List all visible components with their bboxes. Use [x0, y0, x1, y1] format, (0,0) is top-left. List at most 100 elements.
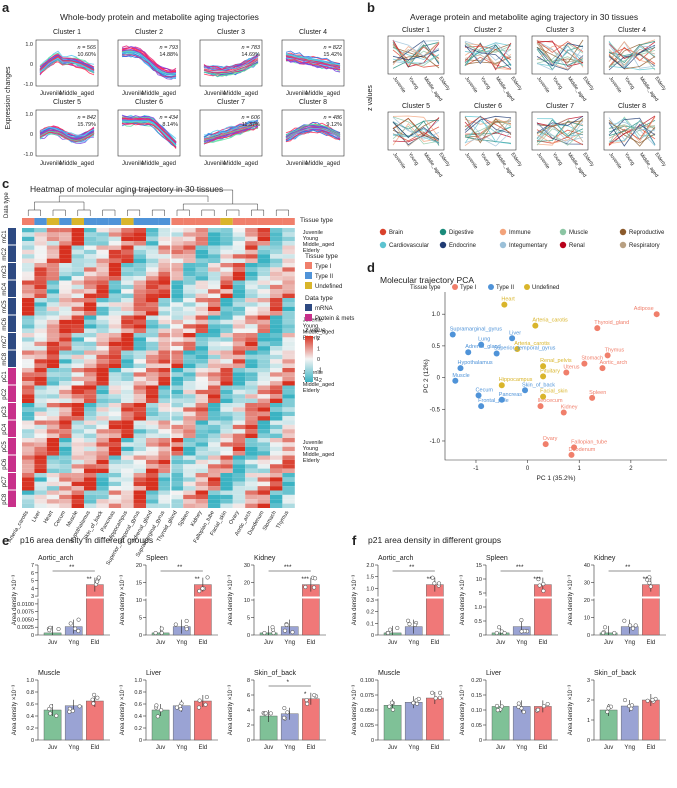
panel-c-heat-cell [245, 455, 258, 460]
panel-f-chart-5-xtick: Juv [496, 745, 505, 751]
panel-a-xtick: Juvenile [286, 161, 309, 167]
panel-f-chart-1-title: Aortic_arch [378, 555, 414, 562]
panel-c-heat-cell [158, 490, 171, 495]
panel-e-chart-5-ytick: 0 [139, 738, 142, 744]
panel-c-heat-cell [170, 464, 184, 469]
panel-c-heat-cell [245, 420, 258, 425]
panel-c-heat-cell [282, 376, 295, 382]
panel-c-heat-cell [34, 350, 47, 355]
panel-c-heat-cell [158, 241, 171, 246]
panel-c-row-label: mC4 [2, 282, 8, 295]
panel-e-chart-1-dot [73, 626, 78, 631]
panel-c-heat-cell [133, 341, 146, 347]
panel-c-heat-cell [84, 486, 97, 491]
panel-f-chart-2-axis-break [482, 596, 558, 599]
panel-c-heat-cell [96, 424, 109, 430]
panel-c-heat-cell [96, 398, 109, 403]
panel-c-heat-cell [282, 293, 295, 298]
panel-e-chart-5-ylabel: Area density ×10⁻³ [120, 685, 126, 735]
panel-c-heat-cell [121, 228, 134, 233]
panel-c-heat-cell [232, 486, 246, 491]
panel-c-heat-cell [195, 403, 208, 408]
panel-c-heat-cell [158, 477, 171, 482]
panel-c-heat-cell [282, 442, 295, 447]
panel-b-xtick: Young [407, 76, 420, 91]
panel-c-heat-cell [158, 267, 171, 272]
panel-c-heat-cell [208, 481, 221, 487]
panel-c-heat-cell [146, 280, 159, 285]
panel-e-chart-3-xtick: Eld [307, 640, 316, 646]
panel-c-heat-cell [108, 411, 122, 417]
panel-c-heat-cell [257, 368, 270, 373]
panel-c-heat-cell [46, 407, 60, 412]
panel-c-heat-cell [220, 451, 233, 456]
panel-f-chart-2-title: Spleen [486, 555, 508, 562]
panel-c-heat-cell [270, 311, 283, 316]
panel-c-heat-cell [270, 494, 283, 500]
panel-c-heat-cell [84, 424, 97, 430]
panel-c-heat-cell [270, 446, 283, 452]
panel-c-heat-cell [282, 354, 295, 360]
panel-c-heat-cell [146, 284, 159, 290]
panel-c-heat-cell [121, 403, 134, 408]
panel-f-chart-5-ytick: 0.05 [471, 723, 482, 729]
panel-a-trace [203, 124, 259, 141]
panel-c-zbar [305, 336, 313, 382]
panel-c-heat-cell [232, 490, 246, 495]
panel-c-heat-cell [121, 499, 134, 504]
panel-b-legend-label: Digestive [449, 230, 474, 236]
panel-c-heat-cell [108, 389, 122, 395]
panel-a-xtick: Juvenile [286, 91, 309, 97]
panel-c-heat-cell [170, 267, 184, 272]
panel-c-heat-cell [121, 236, 134, 242]
panel-c-heat-cell [245, 429, 258, 434]
panel-label-d: d [367, 260, 375, 275]
panel-c-heat-cell [22, 385, 35, 390]
panel-c-heat-cell [96, 241, 109, 246]
panel-c-heat-cell [34, 372, 47, 377]
panel-c-heat-cell [96, 289, 109, 294]
panel-f-chart-3-title: Kidney [594, 555, 616, 562]
panel-c-heat-cell [22, 438, 35, 443]
panel-c-heat-cell [232, 372, 246, 377]
panel-c-heat-cell [232, 368, 246, 373]
panel-a-n-label: n = 606 [241, 115, 260, 121]
panel-c-heat-cell [158, 455, 171, 460]
panel-a-trace [285, 130, 341, 142]
panel-c-heat-cell [183, 486, 196, 491]
panel-c-heat-cell [108, 315, 122, 320]
panel-c-heat-cell [121, 280, 134, 285]
panel-c-heat-cell [183, 319, 196, 325]
panel-c-heat-cell [146, 490, 159, 495]
panel-c-heat-cell [71, 284, 84, 290]
panel-c-heat-cell [146, 486, 159, 491]
panel-a-xtick: Juvenile [40, 161, 63, 167]
panel-c-heat-cell [170, 446, 184, 452]
panel-c-heat-cell [257, 477, 270, 482]
panel-c-heat-cell [195, 319, 208, 325]
panel-c-heat-cell [245, 494, 258, 500]
panel-c-heat-cell [71, 333, 84, 338]
panel-e-chart-2-dot [205, 575, 210, 580]
panel-f-chart-1-ylabel: Area density ×10⁻³ [352, 575, 358, 625]
panel-c-heat-cell [59, 341, 72, 347]
panel-title-d: Molecular trajectory PCA [380, 275, 475, 285]
panel-c-heat-cell [34, 241, 47, 246]
panel-c-heat-cell [282, 241, 295, 246]
panel-c-heat-cell [183, 376, 196, 382]
panel-b-xtick: Juvenile [535, 152, 551, 171]
panel-f-chart-4-dot [433, 696, 438, 701]
panel-f-chart-5-ytick: 0.20 [471, 678, 482, 684]
panel-c-heat-cell [34, 403, 47, 408]
panel-c-legend-swatch [305, 262, 312, 269]
panel-c-heat-cell [270, 258, 283, 263]
panel-c-heat-cell [46, 368, 60, 373]
panel-c-heat-cell [170, 350, 184, 355]
panel-e-chart-1-ytick: 4 [31, 586, 34, 592]
panel-c-heat-cell [22, 241, 35, 246]
panel-c-heat-cell [84, 429, 97, 434]
pca-point [540, 373, 547, 380]
panel-c-heat-cell [245, 368, 258, 373]
panel-c-heat-cell [158, 385, 171, 390]
panel-b-trace [464, 115, 512, 133]
